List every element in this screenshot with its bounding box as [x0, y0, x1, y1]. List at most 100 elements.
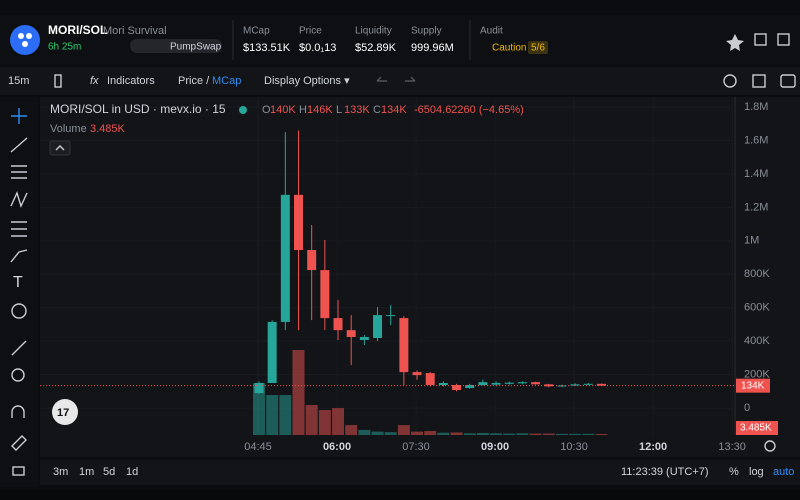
screenshot-icon[interactable]	[780, 74, 796, 88]
volume-bar	[318, 410, 331, 435]
crosshair-tool[interactable]	[11, 108, 27, 124]
candle-body	[504, 382, 514, 384]
clock: 11:23:39 (UTC+7)	[621, 466, 709, 478]
tv-logo[interactable]	[52, 399, 78, 425]
fullscreen-icon[interactable]	[752, 74, 766, 88]
dex[interactable]: PumpSwap	[170, 42, 222, 53]
price-tick-label: 1.4M	[744, 168, 768, 180]
time-axis	[40, 435, 800, 457]
pattern-tool[interactable]	[10, 191, 28, 208]
settings-icon[interactable]	[723, 74, 737, 88]
ohlc-key: L	[336, 104, 342, 116]
volume-bar	[437, 432, 450, 435]
candle-type-icon[interactable]	[54, 74, 62, 88]
stat-label: Supply	[411, 26, 442, 37]
candle-body	[254, 382, 264, 394]
ohlc-value: 140K	[270, 104, 296, 116]
candle-body	[307, 250, 317, 271]
range-button[interactable]: 3m	[53, 466, 68, 478]
footer	[40, 460, 800, 485]
candle-body	[320, 270, 330, 319]
settings-icon[interactable]	[777, 33, 790, 46]
time-tick-label: 09:00	[481, 441, 509, 453]
time-tick-label: 12:00	[639, 441, 667, 453]
auto-toggle[interactable]: auto	[773, 466, 794, 478]
candle-body	[491, 382, 501, 385]
candle-body	[294, 194, 304, 251]
volume-bar	[503, 433, 516, 435]
candle-body	[412, 372, 422, 376]
axis-settings[interactable]	[764, 440, 776, 452]
lock-tool[interactable]	[12, 466, 25, 476]
time-tick-label: 04:45	[244, 441, 272, 453]
volume-bar	[476, 433, 489, 435]
lock-draw-tool[interactable]	[11, 435, 27, 451]
collapse-icon	[55, 145, 65, 151]
line-tool[interactable]	[10, 137, 28, 153]
toolbar	[0, 67, 800, 95]
time-tick-label: 06:00	[323, 441, 351, 453]
zoom-tool[interactable]	[11, 368, 25, 382]
volume-bar	[411, 431, 424, 435]
candle-body	[544, 384, 554, 387]
fib-tool[interactable]	[11, 221, 27, 237]
magnet-tool[interactable]	[11, 405, 25, 418]
ruler-tool[interactable]	[11, 340, 27, 356]
change: -6504.62260 (−4.65%)	[414, 104, 524, 116]
interval[interactable]: 15m	[8, 75, 29, 87]
range-button[interactable]: 1d	[126, 466, 138, 478]
star-icon[interactable]	[726, 34, 744, 51]
text-tool[interactable]: T	[13, 274, 23, 291]
percent-toggle[interactable]: %	[729, 466, 739, 478]
price-toggle[interactable]: Price /	[178, 75, 210, 87]
candle-body	[478, 382, 488, 385]
price-tick-label: 600K	[744, 302, 770, 314]
collapse-button[interactable]	[49, 140, 71, 156]
stat-label: Price	[299, 26, 322, 37]
volume-bar	[305, 404, 318, 435]
indicators[interactable]: Indicators	[107, 75, 155, 87]
range-button[interactable]: 5d	[103, 466, 115, 478]
mcap-toggle[interactable]: MCap	[212, 75, 241, 87]
price-tick-label: 1.6M	[744, 134, 768, 146]
logo-dot	[26, 33, 32, 39]
ohlc-value: 146K	[307, 104, 333, 116]
audit-label: Audit	[480, 26, 503, 37]
volume-value: 3.485K	[90, 123, 126, 135]
audit-status[interactable]: Caution	[492, 43, 526, 54]
last-volume-box	[736, 421, 778, 436]
drawing-toolbar	[0, 97, 38, 487]
brush-tool[interactable]	[10, 249, 28, 263]
ohlc-key: O	[262, 104, 271, 116]
candle-body	[465, 384, 475, 389]
price-tick-label: 1.2M	[744, 201, 768, 213]
ohlc-value: 134K	[381, 104, 407, 116]
candle-body	[596, 383, 606, 386]
audit-score-box	[528, 41, 548, 54]
redo-icon[interactable]	[405, 76, 416, 82]
logo-dot	[22, 41, 28, 47]
fx-icon[interactable]: fx	[90, 75, 99, 87]
display-options[interactable]: Display Options ▾	[264, 75, 350, 87]
age: 6h 25m	[48, 42, 81, 53]
price-tick-label: 1M	[744, 235, 759, 247]
log-toggle[interactable]: log	[749, 466, 764, 478]
candle-body	[267, 321, 277, 383]
volume-bar	[490, 433, 503, 435]
candle-body	[373, 315, 383, 338]
volume-bar	[582, 433, 595, 435]
emoji-tool[interactable]	[11, 303, 27, 319]
volume-bar	[266, 395, 279, 435]
share-icon[interactable]	[754, 33, 767, 46]
ohlc-key: H	[299, 104, 307, 116]
channel-tool[interactable]	[11, 165, 27, 179]
undo-icon[interactable]	[376, 76, 387, 82]
tv-logo-text: 17	[57, 407, 69, 419]
tool-icons	[10, 108, 28, 476]
dex-pill[interactable]	[130, 39, 222, 53]
volume-bar	[595, 434, 608, 435]
legend-title: MORI/SOL in USD · mevx.io · 15	[50, 102, 226, 116]
range-button[interactable]: 1m	[79, 466, 94, 478]
header	[0, 15, 800, 65]
logo-dot	[18, 33, 24, 39]
